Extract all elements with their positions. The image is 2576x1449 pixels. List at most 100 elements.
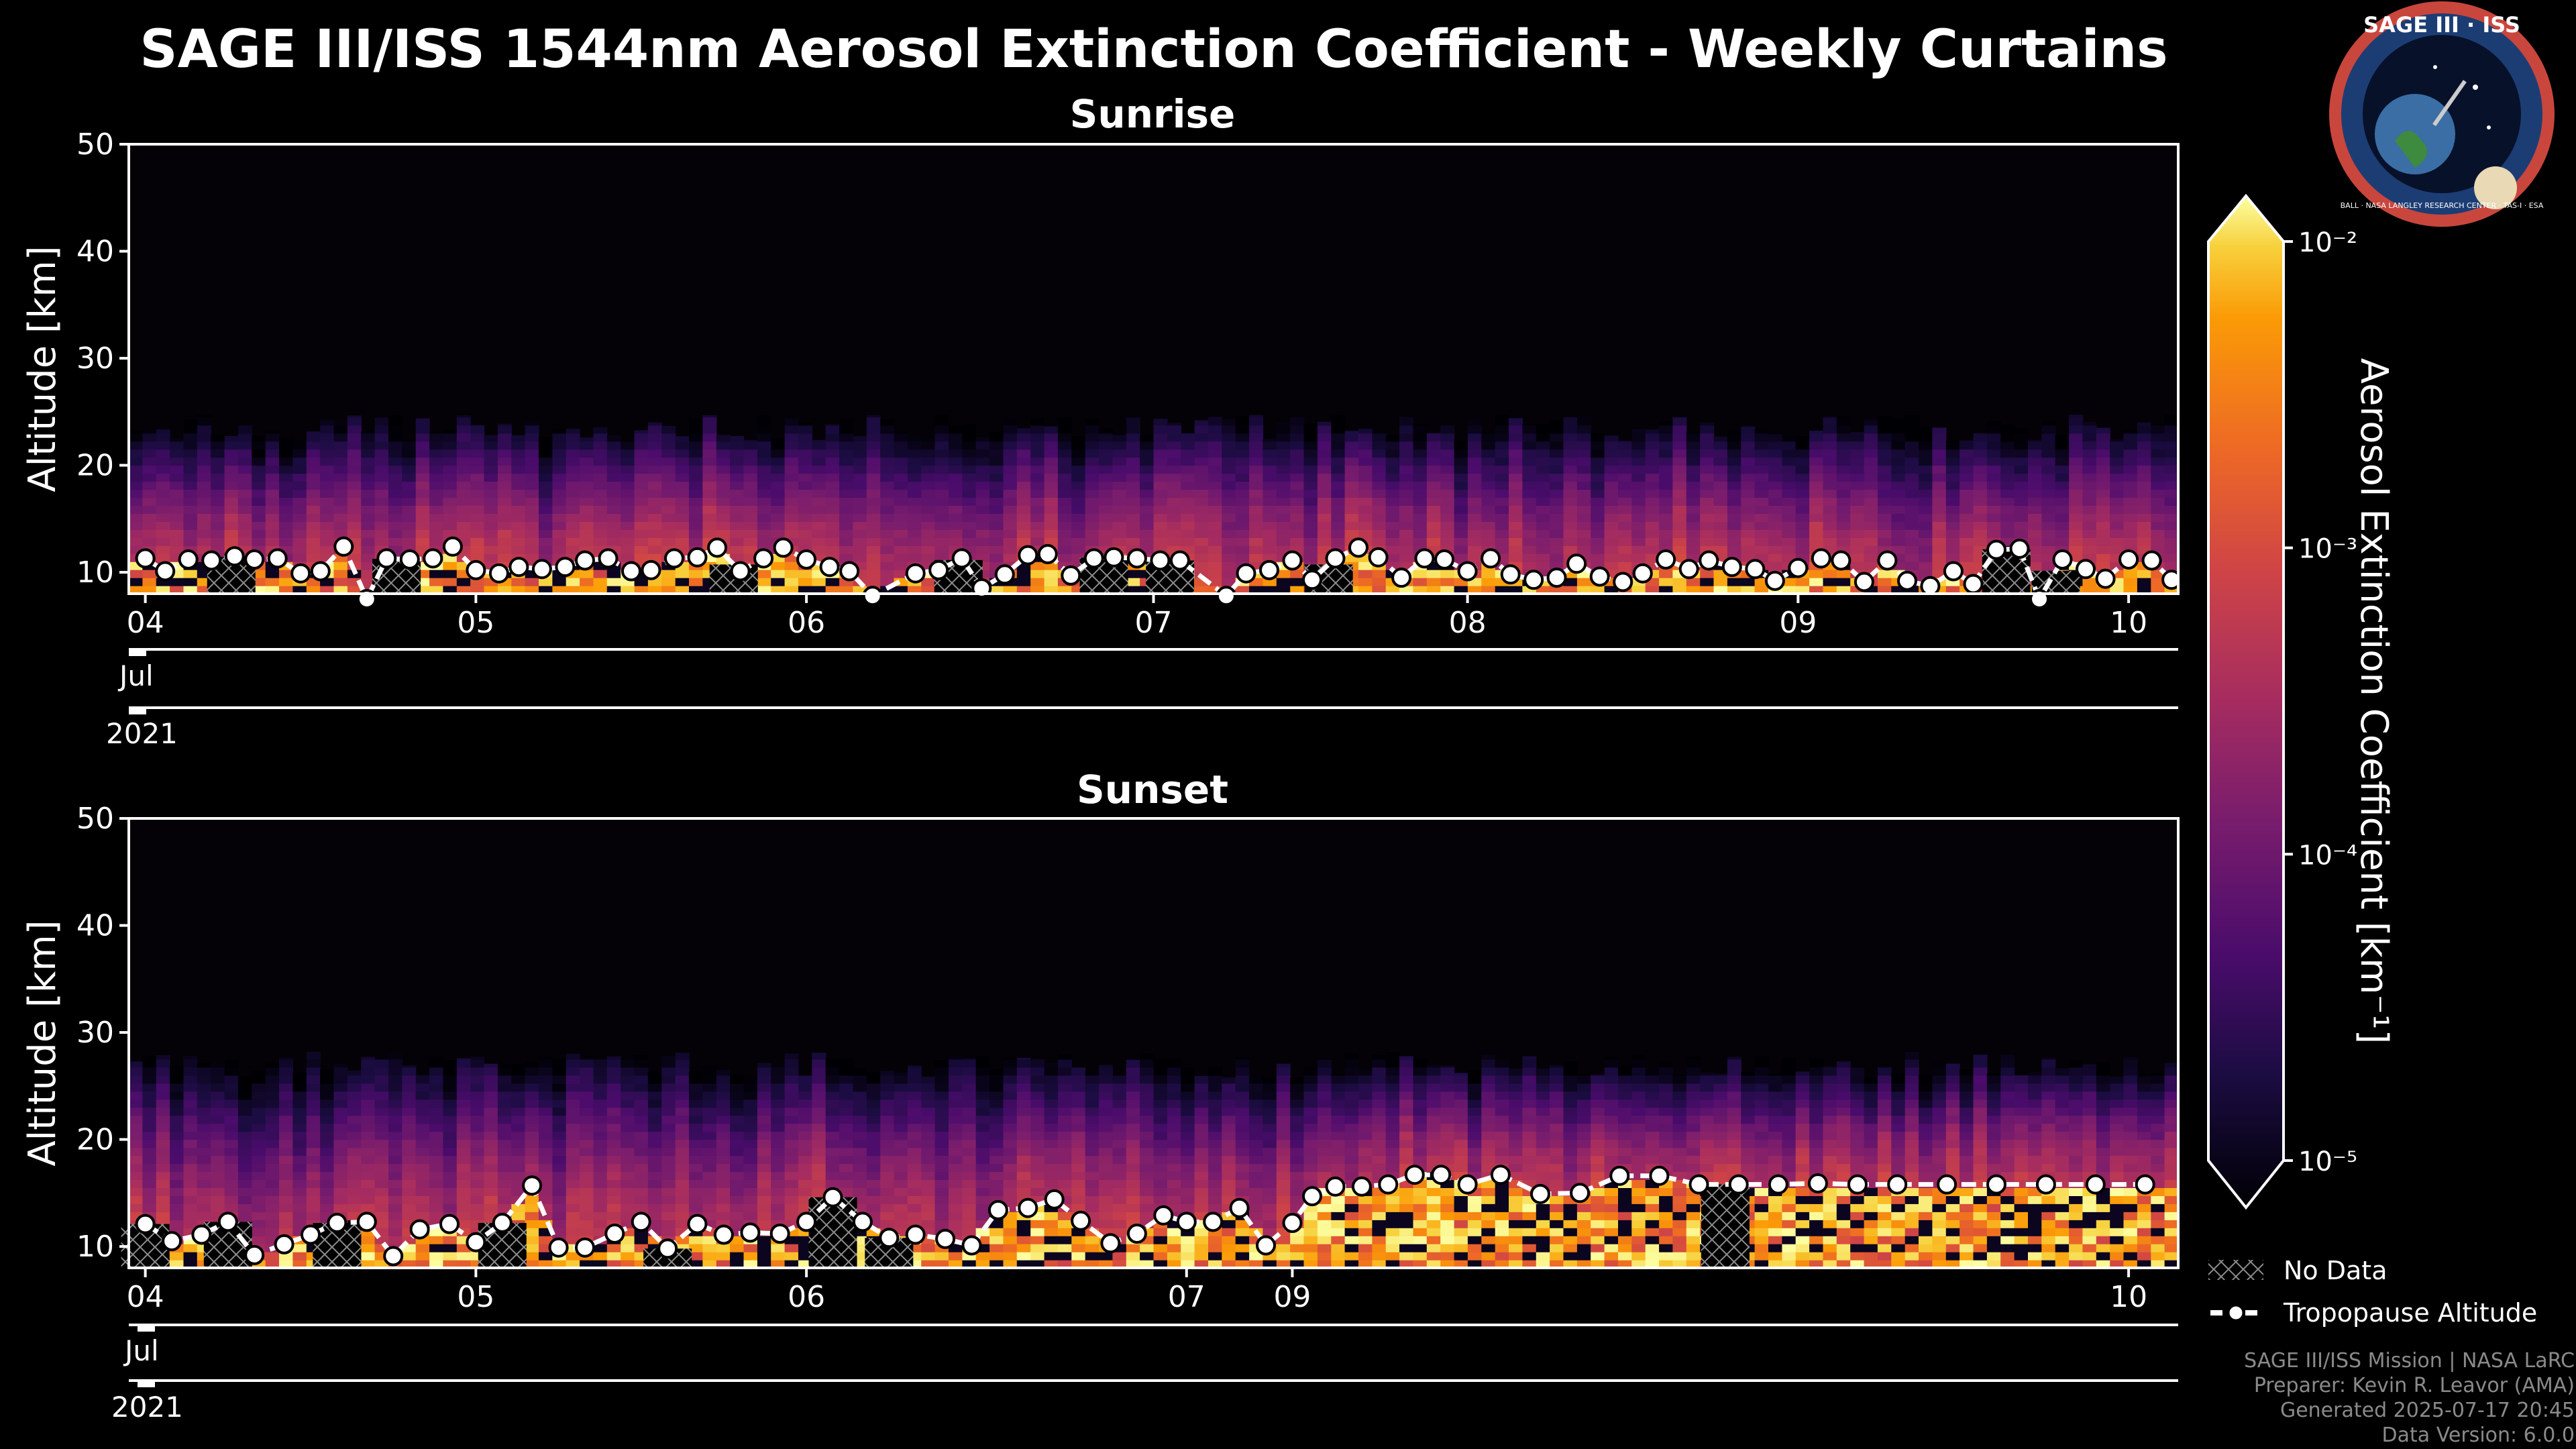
sunrise-heat-cell xyxy=(552,586,567,594)
sunrise-heat-cell xyxy=(1536,553,1550,562)
sunrise-heat-cell xyxy=(1850,457,1865,466)
sunrise-heat-cell xyxy=(743,513,758,522)
sunset-heat-cell xyxy=(880,1187,895,1196)
sunrise-heat-cell xyxy=(1399,473,1414,482)
sunrise-heat-cell xyxy=(1836,537,1851,546)
sunrise-heat-cell xyxy=(197,414,211,418)
sunrise-heat-cell xyxy=(675,441,690,450)
sunrise-heat-cell xyxy=(1782,457,1796,466)
sunrise-heat-cell xyxy=(2000,425,2015,434)
sunset-heat-cell xyxy=(552,1067,567,1076)
sunset-heat-cell xyxy=(129,1107,143,1116)
sunrise-heat-cell xyxy=(484,449,498,458)
sunset-heat-cell xyxy=(361,1236,376,1244)
sunrise-heat-cell xyxy=(853,489,867,498)
sunset-heat-cell xyxy=(647,1107,662,1116)
sunrise-heat-cell xyxy=(1986,433,2001,442)
sunrise-heat-cell xyxy=(1591,449,1605,458)
sunrise-heat-cell xyxy=(798,529,812,538)
sunrise-heat-cell xyxy=(647,489,662,498)
sunrise-heat-cell xyxy=(1741,433,1756,442)
sunrise-heat-cell xyxy=(2151,529,2165,538)
sunset-heat-cell xyxy=(525,1099,539,1108)
sunset-heat-cell xyxy=(812,1147,826,1157)
sunset-heat-cell xyxy=(812,1083,826,1092)
sunrise-heat-cell xyxy=(320,419,335,426)
sunset-heat-cell xyxy=(525,1115,539,1124)
sunrise-heat-cell xyxy=(702,505,717,514)
sunrise-heat-cell xyxy=(730,473,745,482)
sunset-heat-cell xyxy=(730,1075,745,1076)
sunset-heat-cell xyxy=(907,1155,922,1165)
sunrise-heat-cell xyxy=(689,578,703,586)
sunrise-heat-cell xyxy=(580,481,594,490)
sunrise-heat-cell xyxy=(1413,497,1428,506)
sunset-heat-cell xyxy=(975,1212,990,1220)
sunrise-heat-cell xyxy=(1249,513,1264,522)
sunrise-tropopause-point xyxy=(1721,557,1742,578)
sunrise-heat-cell xyxy=(1153,505,1168,514)
sunrise-heat-cell xyxy=(1945,441,1960,450)
sunrise-heat-cell xyxy=(1522,465,1537,474)
sunset-heat-cell xyxy=(129,1091,143,1100)
sunrise-tropopause-point xyxy=(839,561,860,582)
sunrise-heat-cell xyxy=(812,441,826,450)
sunrise-heat-cell xyxy=(661,457,676,466)
sunrise-heat-cell xyxy=(593,513,608,522)
sunrise-heat-cell xyxy=(170,537,184,546)
sunrise-heat-cell xyxy=(689,457,703,466)
sunrise-heat-cell xyxy=(1426,570,1441,578)
sunset-heat-cell xyxy=(252,1163,266,1173)
sunset-heat-cell xyxy=(949,1107,963,1116)
sunrise-heat-cell xyxy=(1919,545,1933,554)
sunrise-heat-cell xyxy=(675,497,690,506)
sunrise-heat-cell xyxy=(2164,449,2179,458)
sunrise-heat-cell xyxy=(1454,529,1468,538)
sunrise-heat-cell xyxy=(1877,578,1892,586)
sunset-heat-cell xyxy=(661,1083,676,1092)
sunrise-heat-cell xyxy=(1057,537,1072,546)
sunrise-heat-cell xyxy=(497,449,512,458)
sunrise-heat-cell xyxy=(949,441,963,450)
sunset-heat-cell xyxy=(252,1203,266,1212)
sunset-heat-cell xyxy=(224,1179,239,1188)
sunrise-heat-cell xyxy=(456,449,471,458)
sunrise-heat-cell xyxy=(661,481,676,490)
sunrise-heat-cell xyxy=(1550,457,1564,466)
sunset-heat-cell xyxy=(566,1053,580,1060)
sunrise-heat-cell xyxy=(1522,521,1537,530)
sunrise-heat-cell xyxy=(333,441,348,450)
sunrise-heat-cell xyxy=(580,521,594,530)
sunrise-heat-cell xyxy=(1659,497,1674,506)
sunrise-heat-cell xyxy=(1317,449,1332,458)
sunrise-heat-cell xyxy=(1809,570,1824,578)
sunset-heat-cell xyxy=(170,1171,184,1180)
sunrise-heat-cell xyxy=(949,497,963,506)
sunrise-heat-cell xyxy=(265,431,280,434)
sunrise-heat-cell xyxy=(2137,513,2151,522)
sunrise-heat-cell xyxy=(1385,435,1400,442)
sunrise-heat-cell xyxy=(1795,545,1810,554)
sunset-heat-cell xyxy=(237,1179,252,1188)
sunset-heat-cell xyxy=(361,1057,376,1060)
sunrise-heat-cell xyxy=(1973,473,1988,482)
sunrise-heat-cell xyxy=(1454,457,1468,466)
sunrise-heat-cell xyxy=(1099,481,1113,490)
sunrise-heat-cell xyxy=(470,537,485,546)
sunset-heat-cell xyxy=(702,1155,717,1165)
sunset-heat-cell xyxy=(606,1123,621,1132)
sunrise-heat-cell xyxy=(1167,497,1181,506)
sunrise-heat-cell xyxy=(1932,537,1947,546)
sunrise-heat-cell xyxy=(2110,521,2125,530)
sunrise-tropopause-point xyxy=(466,559,486,580)
sunrise-heat-cell xyxy=(2151,449,2165,458)
sunrise-heat-cell xyxy=(798,489,812,498)
sunrise-heat-cell xyxy=(949,425,963,434)
sunrise-heat-cell xyxy=(156,586,170,594)
sunrise-heat-cell xyxy=(1550,521,1564,530)
sunrise-heat-cell xyxy=(962,497,977,506)
sunset-heat-cell xyxy=(456,1091,471,1100)
sunset-heat-cell xyxy=(415,1131,430,1140)
sunrise-heat-cell xyxy=(634,505,649,514)
sunset-heat-cell xyxy=(374,1155,389,1165)
